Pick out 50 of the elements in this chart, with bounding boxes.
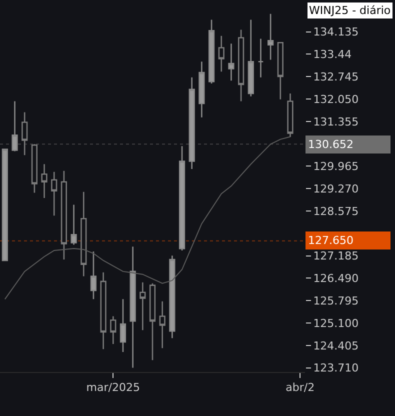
candlestick [41,163,48,199]
y-tick-label: 126.490 [313,272,359,286]
candlestick [238,29,244,102]
candlestick [258,38,264,78]
candlestick [287,92,294,138]
y-tick-label: 133.44 [313,48,352,62]
text: WINJ25 - diário [309,4,391,17]
y-tick-label: 125.100 [313,316,359,330]
candlestick [70,204,77,246]
candlestick [218,35,224,72]
ref-line-label: 127.650 [308,234,354,247]
y-tick-label: 134.135 [313,26,359,39]
x-tick-label: mar/2025 [86,381,140,394]
candlestick [51,171,58,216]
candlestick [188,76,195,170]
candlestick [31,143,38,194]
candlestick [248,19,254,98]
candlestick [110,316,116,345]
line-series [4,136,291,300]
candlestick [100,272,106,350]
candlestick [268,13,274,60]
candlestick [90,250,97,300]
y-tick-label: 123.710 [313,362,359,375]
candlestick [159,300,166,349]
candlestick [12,100,18,152]
candlestick [277,42,284,100]
y-tick-label: 129.270 [313,182,359,196]
candlestick [120,298,126,353]
candlestick [22,112,28,156]
y-tick-label: 131.355 [313,115,359,128]
candlestick [130,246,136,368]
y-tick-label: 132.050 [313,92,359,106]
candlestick [198,60,205,118]
x-tick-label: abr/2 [286,381,315,394]
candlestick [149,282,156,361]
candlestick [178,145,186,252]
candlestick [169,255,176,339]
y-tick-label: 132.745 [313,70,359,84]
candlestick [140,282,146,331]
candlestick [60,170,68,260]
y-tick-label: 128.575 [313,204,359,218]
y-tick-label: 125.795 [313,294,359,308]
y-tick-label: 127.185 [313,250,359,263]
y-tick-label: 124.405 [313,339,359,352]
candlestick [228,42,234,82]
candlestick [208,19,215,84]
candlestick [80,191,87,277]
ref-line-label: 130.652 [308,138,354,151]
y-tick-label: 129.965 [313,160,359,174]
candlestick [2,148,8,262]
